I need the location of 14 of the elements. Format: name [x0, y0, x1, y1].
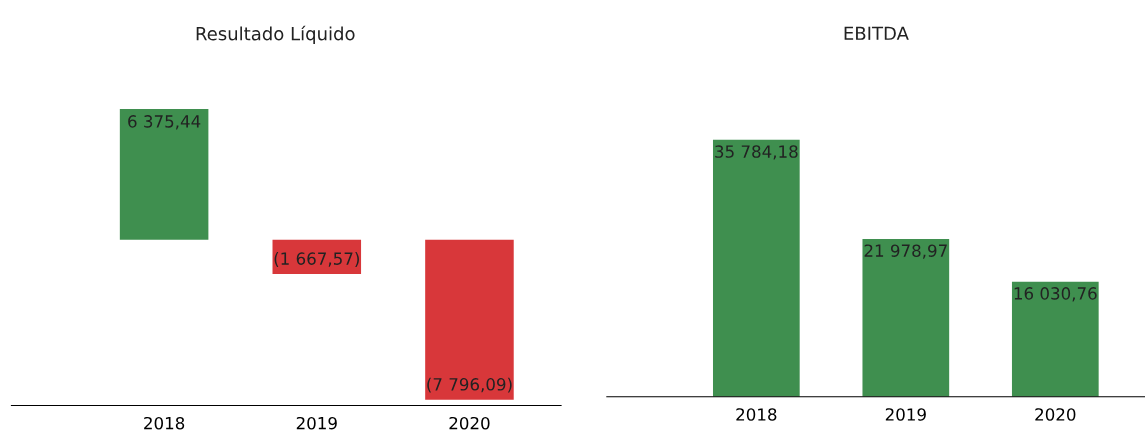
chart-title: EBITDA — [844, 26, 909, 40]
chart-title: Resultado Líquido — [196, 25, 355, 44]
x-tick-label: 2018 — [144, 416, 185, 430]
x-tick-label: 2020 — [449, 416, 490, 430]
data-label: 21 978,97 — [864, 244, 947, 259]
x-tick-label: 2018 — [736, 408, 777, 421]
x-tick-label: 2019 — [296, 416, 337, 430]
x-tick-label: 2020 — [1035, 408, 1076, 421]
data-label: 6 375,44 — [128, 115, 201, 130]
x-tick-label: 2019 — [885, 408, 926, 421]
data-label: 16 030,76 — [1014, 287, 1097, 302]
data-label: 35 784,18 — [715, 145, 798, 160]
data-label: (1 667,57) — [274, 252, 359, 267]
data-label: (7 796,09) — [427, 377, 512, 393]
